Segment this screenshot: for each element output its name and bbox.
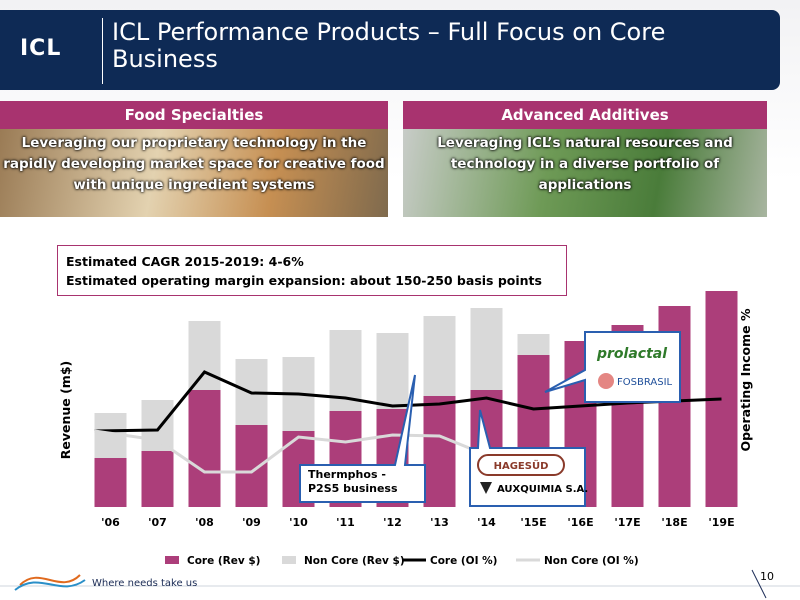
x-tick-label: '12 [383,516,402,529]
logo-text: AUXQUIMIA S.A. [497,484,588,495]
bar [235,425,268,507]
logo: ICL [20,36,62,61]
bar [470,308,503,390]
logo-frame [477,454,565,476]
panel: Food Specialties Leveraging our propriet… [0,101,388,217]
legend-label: Core (OI %) [430,555,497,567]
footer-swoosh [14,579,86,591]
note: Estimated operating margin expansion: ab… [66,273,542,288]
legend-label: Non Core (OI %) [544,555,639,567]
logo-icon [480,482,492,494]
slide-title: ICL Performance Products – Full Focus on… [112,18,666,73]
x-tick-label: '11 [336,516,355,529]
x-tick-label: '15E [520,516,546,529]
logo-icon [598,373,614,389]
panel: Advanced Additives Leveraging ICL’s natu… [403,101,767,217]
x-tick-label: '08 [195,516,214,529]
panel-text: Leveraging our proprietary technology in… [0,129,388,217]
y-axis-label: Revenue (m$) [58,361,73,460]
tagline: Where needs take us [92,578,197,589]
x-tick-label: '07 [148,516,167,529]
x-tick-label: '17E [614,516,640,529]
line [94,429,488,474]
bar [94,458,127,507]
x-tick-label: '10 [289,516,308,529]
logo-text: HAGESÜD [494,458,549,472]
footer-swoosh [19,574,81,586]
logo-text: FOSBRASIL [617,377,673,388]
logo-callout [544,331,681,403]
y2-axis-label: Operating Income % [738,308,753,452]
x-tick-label: '06 [101,516,120,529]
legend-label: Core (Rev $) [187,555,261,567]
page-mark [751,569,767,599]
bar [517,334,550,355]
note-box: Estimated CAGR 2015-2019: 4-6% Estimated… [57,245,567,296]
legend-label: Non Core (Rev $) [304,555,405,567]
x-tick-label: '14 [477,516,496,529]
x-tick-label: '09 [242,516,261,529]
line [94,370,722,433]
legend-swatch [282,556,296,564]
panel-text: Leveraging ICL’s natural resources and t… [403,129,767,217]
panel-title: Advanced Additives [403,101,767,129]
bar [188,321,221,390]
legend: Core (Rev $) Non Core (Rev $) Core (OI %) N… [165,555,639,567]
bar [376,333,409,409]
header-bar [0,10,780,90]
panel-title: Food Specialties [0,101,388,129]
x-tick-label: '13 [430,516,449,529]
bar [141,400,174,451]
callout-text: Thermphos - P2S5 business [308,468,398,495]
page-number: 10 [760,570,774,583]
callout-box [299,374,426,503]
callout-line: Thermphos - [308,468,386,481]
logo-text: prolactal [596,346,667,362]
note: Estimated CAGR 2015-2019: 4-6% [66,254,304,269]
legend-swatch [165,556,179,564]
bar [423,316,456,396]
bar [141,451,174,507]
x-tick-label: '18E [661,516,687,529]
callout-line: P2S5 business [308,482,398,495]
x-tick-label: '19E [708,516,734,529]
bar [188,390,221,507]
x-tick-label: '16E [567,516,593,529]
separator [102,18,103,84]
bar [423,396,456,507]
